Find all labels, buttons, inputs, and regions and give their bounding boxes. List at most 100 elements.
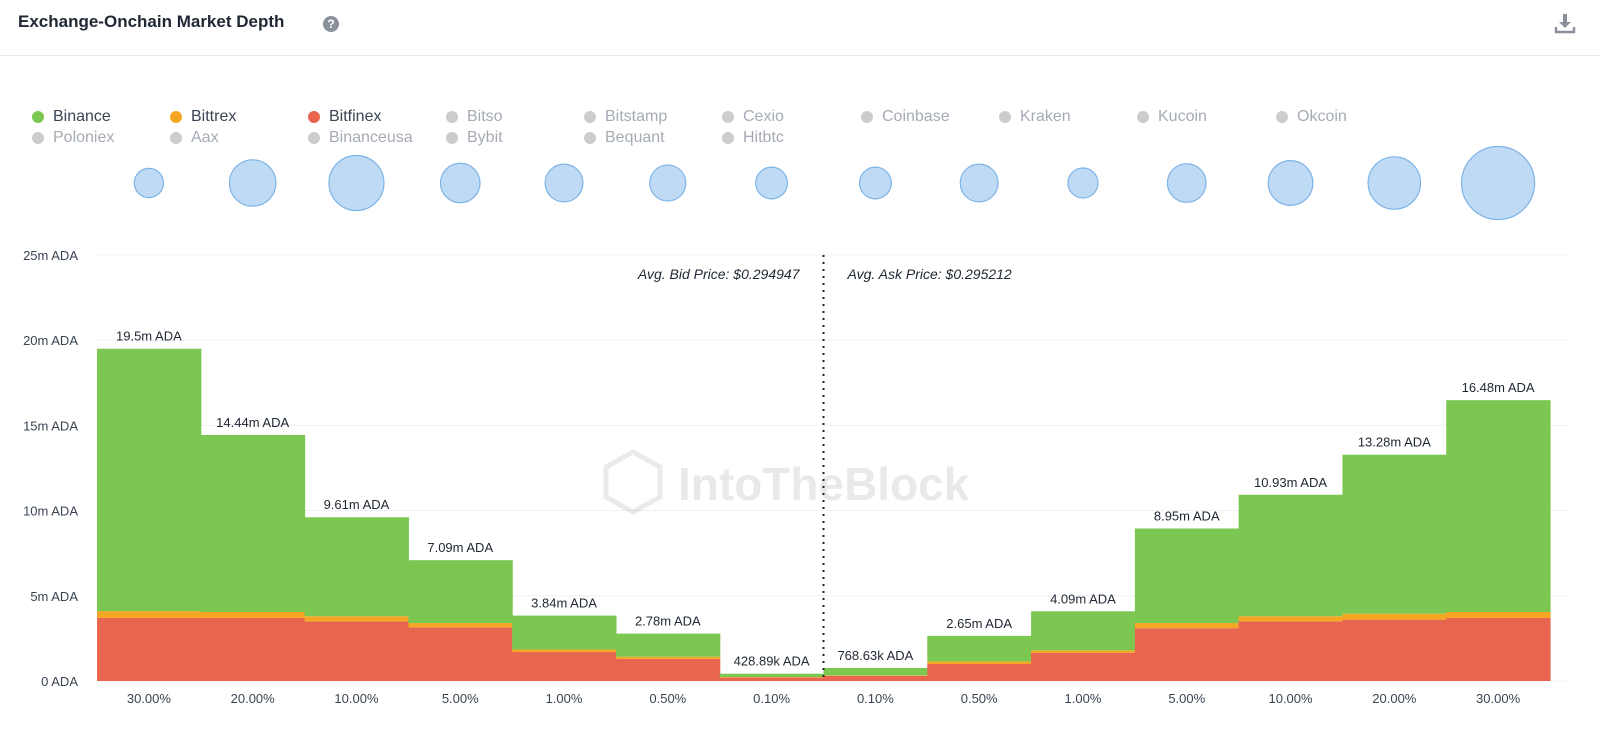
bar-bittrex-9 [1031,650,1136,653]
legend-item-bequant[interactable]: Bequant [584,129,665,147]
legend-item-bitstamp[interactable]: Bitstamp [584,108,667,126]
legend-label: Bybit [467,129,503,146]
bar-binance-1 [200,434,306,612]
depth-bubble [328,154,385,212]
download-icon[interactable] [1554,12,1576,34]
legend-item-binance[interactable]: Binance [32,108,111,126]
bar-bitfinex-9 [1031,652,1136,681]
total-label: 2.65m ADA [946,616,1012,631]
y-tick-label: 0 ADA [41,674,78,689]
help-icon[interactable]: ? [323,16,339,32]
legend-item-coinbase[interactable]: Coinbase [861,108,950,126]
avg-ask-price-label: Avg. Ask Price: $0.295212 [847,266,1012,282]
x-tick-label: 20.00% [1372,691,1417,706]
bar-binance-3 [408,560,513,624]
depth-bubble [439,162,481,204]
total-label: 14.44m ADA [216,415,289,430]
x-tick-label: 20.00% [231,691,276,706]
y-tick-label: 20m ADA [23,333,78,348]
legend-item-binanceusa[interactable]: Binanceusa [308,129,413,147]
bar-bitfinex-8 [927,663,1032,681]
x-tick-label: 1.00% [1065,691,1102,706]
bar-bitfinex-7 [823,675,928,681]
legend-label: Cexio [743,108,784,125]
total-label: 10.93m ADA [1254,475,1327,490]
bar-bitfinex-1 [200,617,306,681]
depth-bubble [1267,160,1314,206]
y-tick-label: 5m ADA [30,589,78,604]
legend-dot [1276,111,1288,123]
legend-dot [308,132,320,144]
legend-item-hitbtc[interactable]: Hitbtc [722,129,784,147]
bar-bitfinex-2 [304,621,409,681]
bar-bittrex-8 [927,661,1032,664]
legend-item-aax[interactable]: Aax [170,129,219,147]
x-tick-label: 0.50% [961,691,998,706]
x-tick-label: 0.10% [857,691,894,706]
legend-dot [584,132,596,144]
total-label: 13.28m ADA [1358,435,1431,450]
legend-dot [32,111,44,123]
total-label: 3.84m ADA [531,596,597,611]
legend-item-bybit[interactable]: Bybit [446,129,503,147]
total-label: 8.95m ADA [1154,508,1220,523]
x-tick-label: 10.00% [1268,691,1313,706]
bar-bittrex-12 [1342,613,1447,620]
legend-label: Bittrex [191,108,237,125]
bar-bitfinex-6 [719,677,825,681]
bar-bitfinex-10 [1134,628,1240,681]
legend-item-kucoin[interactable]: Kucoin [1137,108,1207,126]
legend-dot [861,111,873,123]
bar-bitfinex-11 [1238,621,1344,681]
bar-bitfinex-4 [512,652,617,681]
x-tick-label: 10.00% [334,691,379,706]
depth-bubble [1067,167,1099,199]
bar-binance-0 [97,348,202,612]
depth-bubble [1367,156,1422,210]
legend-item-okcoin[interactable]: Okcoin [1276,108,1347,126]
total-label: 16.48m ADA [1462,380,1535,395]
page-title: Exchange-Onchain Market Depth [18,12,285,31]
bar-binance-11 [1238,494,1344,617]
legend-dot [170,132,182,144]
x-tick-label: 5.00% [1168,691,1205,706]
bar-bittrex-5 [615,656,721,659]
bar-bitfinex-13 [1446,617,1551,681]
legend-dot [446,111,458,123]
bar-bittrex-1 [200,611,306,618]
bar-bittrex-3 [408,623,513,628]
bar-bittrex-0 [97,611,202,618]
legend-dot [170,111,182,123]
bar-bitfinex-3 [408,627,513,681]
legend-item-bitfinex[interactable]: Bitfinex [308,108,381,126]
legend-label: Binanceusa [329,129,413,146]
legend-item-bitso[interactable]: Bitso [446,108,503,126]
watermark-logo [603,449,663,515]
legend-label: Aax [191,129,219,146]
legend-item-bittrex[interactable]: Bittrex [170,108,236,126]
x-tick-label: 5.00% [442,691,479,706]
x-tick-label: 0.50% [649,691,686,706]
legend-label: Bitso [467,108,503,125]
total-label: 428.89k ADA [734,654,810,669]
bar-bittrex-7 [823,675,928,676]
bar-bittrex-13 [1446,611,1551,618]
legend-label: Bequant [605,129,665,146]
depth-bubble [959,163,999,203]
bar-bitfinex-12 [1342,619,1447,681]
legend-item-poloniex[interactable]: Poloniex [32,129,114,147]
legend-dot [584,111,596,123]
y-tick-label: 25m ADA [23,248,78,263]
total-label: 9.61m ADA [324,497,390,512]
total-label: 768.63k ADA [837,648,913,663]
legend-item-cexio[interactable]: Cexio [722,108,784,126]
legend-item-kraken[interactable]: Kraken [999,108,1071,126]
legend-label: Kraken [1020,108,1071,125]
legend-dot [999,111,1011,123]
bar-binance-13 [1446,400,1551,612]
legend-dot [1137,111,1149,123]
bar-bittrex-2 [304,616,409,622]
bar-bittrex-11 [1238,616,1344,622]
bar-binance-4 [512,615,617,650]
bar-bittrex-6 [719,677,825,678]
